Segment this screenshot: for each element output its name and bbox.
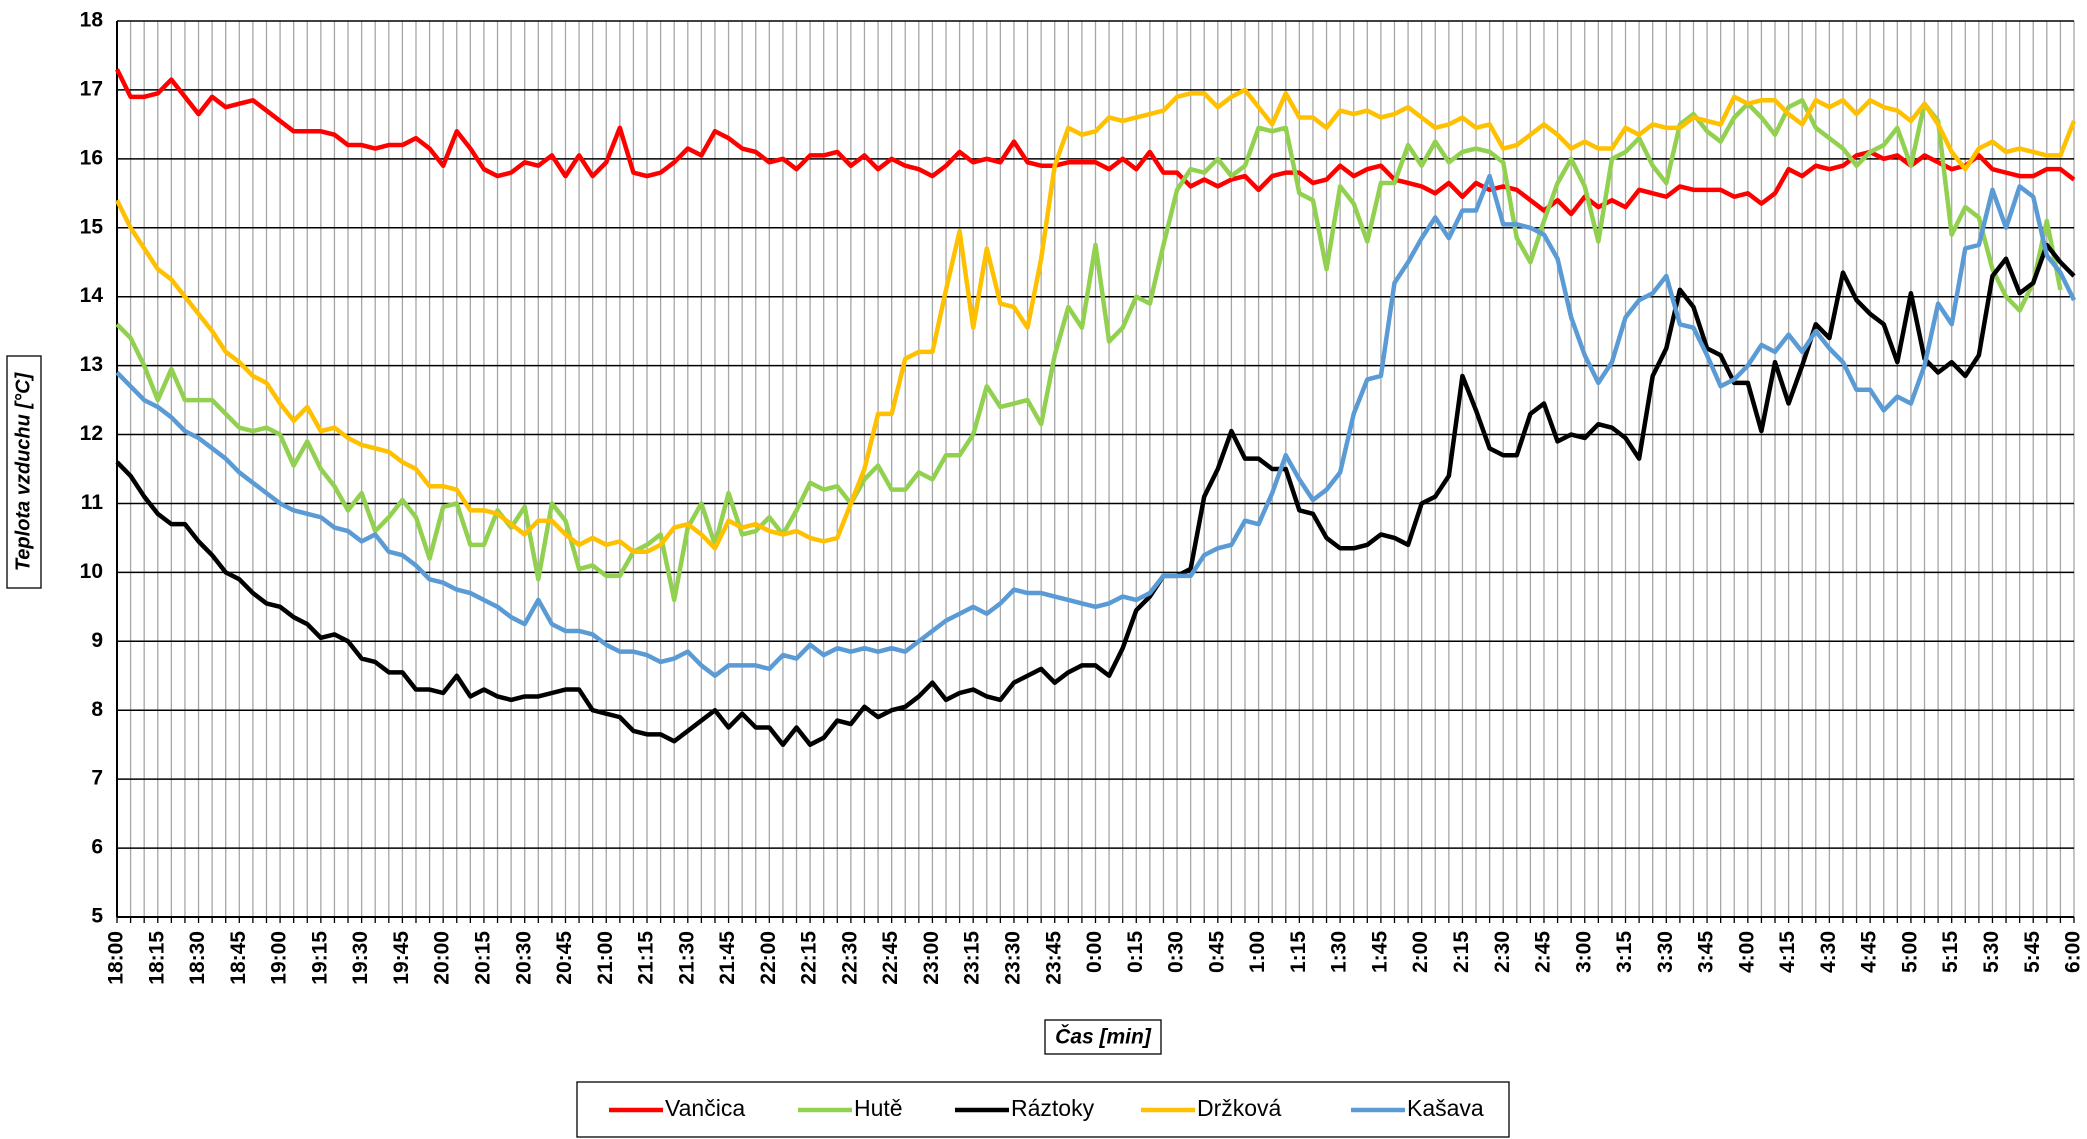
x-axis-title: Čas [min] [1055,1025,1152,1049]
x-tick-label: 20:15 [471,931,494,985]
y-tick-label: 9 [91,629,103,652]
legend-label: Hutě [854,1095,903,1121]
y-tick-label: 6 [91,836,103,859]
x-tick-label: 2:15 [1450,931,1473,973]
y-tick-label: 10 [80,560,103,583]
y-tick-label: 12 [80,422,103,445]
x-tick-label: 22:00 [757,931,780,985]
x-tick-label: 1:30 [1328,931,1351,973]
x-tick-label: 19:45 [390,931,413,985]
x-tick-label: 18:00 [105,931,128,985]
x-title-box [1044,1019,1162,1055]
x-tick-label: 21:30 [675,931,698,985]
series-line [114,87,2077,554]
x-tick-label: 2:45 [1532,931,1555,973]
y-tick-label: 16 [80,146,103,169]
series-line [115,173,2077,679]
x-tick-label: 19:30 [349,931,372,985]
x-tick-label: 19:15 [308,931,331,985]
x-tick-label: 1:15 [1287,931,1310,973]
x-tick-label: 23:30 [1002,931,1025,985]
x-tick-label: 4:45 [1858,931,1881,973]
x-tick-label: 3:00 [1572,931,1595,973]
x-tick-label: 20:30 [512,931,535,985]
x-tick-label: 4:15 [1776,931,1799,973]
x-tick-label: 5:30 [1980,931,2003,973]
x-tick-label: 23:45 [1042,931,1065,985]
legend-label: Držková [1197,1095,1282,1121]
y-tick-label: 15 [80,215,104,238]
y-tick-label: 18 [80,9,104,32]
x-tick-label: 22:45 [879,931,902,985]
x-tick-label: 1:45 [1368,931,1391,973]
x-tick-label: 1:00 [1246,931,1269,973]
x-tick-label: 21:15 [635,931,658,985]
x-tick-label: 19:00 [268,931,291,985]
x-tick-label: 5:45 [2021,931,2044,973]
y-tick-label: 14 [80,284,104,307]
x-tick-label: 18:15 [145,931,168,985]
x-tick-label: 3:30 [1654,931,1677,973]
x-tick-label: 0:00 [1083,931,1106,973]
x-tick-label: 0:15 [1124,931,1147,973]
x-tick-label: 21:00 [594,931,617,985]
x-tick-label: 2:00 [1409,931,1432,973]
x-tick-label: 23:15 [961,931,984,985]
x-tick-label: 3:15 [1613,931,1636,973]
y-tick-label: 7 [91,767,103,790]
x-tick-label: 6:00 [2062,931,2085,973]
x-tick-label: 0:45 [1205,931,1228,973]
y-tick-label: 5 [91,905,103,928]
series-line [115,242,2076,747]
y-title-box [6,355,42,589]
x-tick-label: 2:30 [1491,931,1514,973]
x-tick-label: 20:00 [431,931,454,985]
x-tick-label: 5:15 [1939,931,1962,973]
x-tick-label: 18:30 [186,931,209,985]
y-tick-label: 8 [91,698,103,721]
x-tick-label: 0:30 [1165,931,1188,973]
x-tick-label: 3:45 [1695,931,1718,973]
x-tick-label: 4:00 [1735,931,1758,973]
x-tick-label: 5:00 [1898,931,1921,973]
x-tick-label: 22:15 [798,931,821,985]
legend-label: Ráztoky [1011,1095,1095,1121]
y-tick-label: 11 [81,491,104,514]
x-tick-label: 22:30 [838,931,861,985]
x-tick-label: 21:45 [716,931,739,985]
x-tick-label: 23:00 [920,931,943,985]
x-tick-label: 18:45 [227,931,250,985]
x-tick-label: 20:45 [553,931,576,985]
series-line [115,98,2063,603]
y-axis-title: Teplota vzduchu [°C] [12,371,34,571]
legend-label: Vančica [665,1095,745,1121]
y-tick-label: 17 [80,77,103,100]
legend-label: Kašava [1407,1095,1484,1121]
x-tick-label: 4:30 [1817,931,1840,973]
series-line [114,68,2076,217]
y-tick-label: 13 [80,353,103,376]
